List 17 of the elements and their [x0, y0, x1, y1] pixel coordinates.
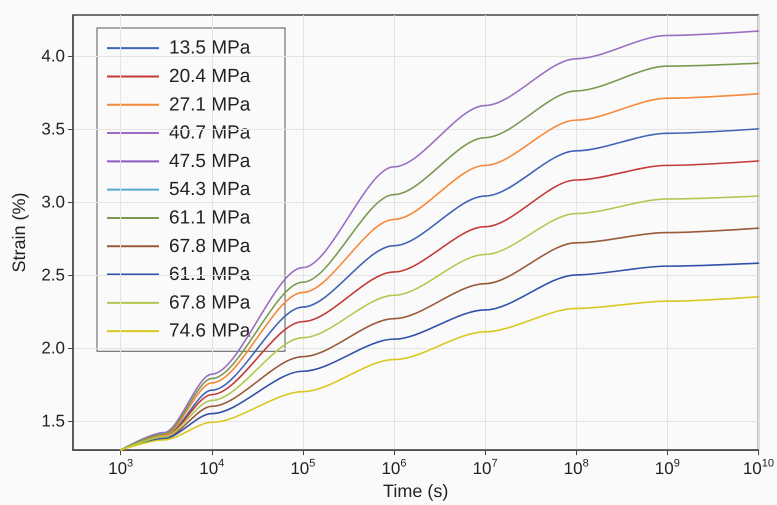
y-tick-label: 2.5	[41, 265, 65, 284]
y-tick-label: 1.5	[41, 411, 65, 430]
legend-label: 47.5 MPa	[169, 150, 251, 172]
legend-label: 27.1 MPa	[169, 94, 251, 116]
legend-label: 67.8 MPa	[169, 292, 251, 314]
y-tick-label: 2.0	[41, 338, 65, 358]
x-axis-title: Time (s)	[383, 481, 448, 501]
legend-label: 54.3 MPa	[169, 179, 251, 200]
legend-label: 13.5 MPa	[169, 38, 251, 59]
y-tick-label: 3.0	[41, 192, 65, 212]
y-axis-title: Strain (%)	[9, 192, 29, 273]
legend-label: 74.6 MPa	[169, 320, 251, 342]
y-tick-label: 4.0	[41, 46, 65, 66]
legend-label: 20.4 MPa	[169, 66, 251, 87]
y-tick-label: 3.5	[41, 119, 65, 138]
legend-label: 67.8 MPa	[169, 236, 251, 257]
legend-label: 61.1 MPa	[169, 207, 251, 228]
